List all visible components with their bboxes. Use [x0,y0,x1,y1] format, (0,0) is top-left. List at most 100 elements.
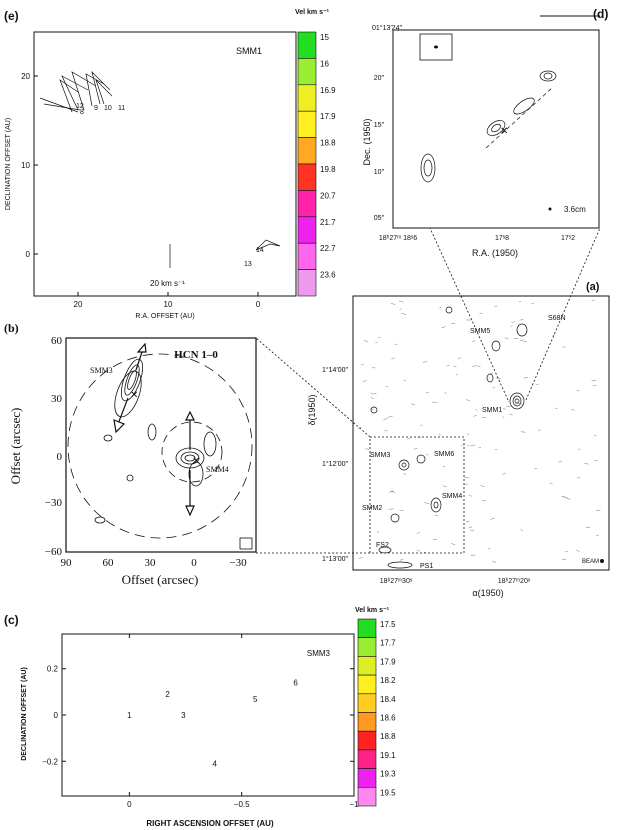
panel-a-noise-88 [504,337,509,339]
panel-c-colorbar-swatch-7 [357,749,377,769]
panel-a-noise-34 [475,409,478,411]
panel-a-noise-17 [422,361,428,363]
panel-a-noise-74 [468,526,473,529]
panel-a-noise-72 [507,400,511,402]
panel-e-spot-8: 8 [80,109,84,116]
panel-a-noise-105 [595,509,601,512]
panel-a-noise [357,299,601,564]
panel-e-vectors [39,70,281,268]
panel-e-spot-9: 9 [94,105,98,112]
panel-a-noise-61 [489,372,494,374]
panel-d-ytick-15: 15″ [374,122,385,129]
panel-b-xtick-60: 60 [103,557,115,569]
panel-a-noise-29 [490,518,495,520]
panel-a-noise-119 [365,448,370,450]
panel-d-xtick-3: 17ˢ2 [561,235,575,242]
panel-a-xlabel: α(1950) [472,588,503,598]
panel-b-contours [67,353,253,550]
panel-d-beam-box [419,33,453,61]
panel-a-noise-83 [464,476,470,479]
connector-lines [255,227,601,554]
panel-a-noise-59 [457,357,461,360]
panel-e: (e) SMM1 DECLINATION OFFSET (AU) R.A. OF… [4,9,336,320]
panel-a-noise-73 [450,543,456,546]
panel-a-noise-40 [487,411,491,413]
panel-b-ytick-m30: −30 [45,497,63,509]
panel-e-colorbar-tick-4: 18.8 [320,139,336,148]
panel-a-noise-25 [388,508,394,510]
panel-e-colorbar-swatch-2 [297,84,317,112]
panel-b-xlabel: Offset (arcsec) [122,572,199,587]
panel-e-xtick-10: 10 [164,300,173,309]
panel-c-spot-6: 6 [293,679,298,688]
panel-a-label: (a) [586,281,600,293]
panel-c-colorbar-tick-6: 18.8 [380,732,396,741]
panel-a-noise-92 [378,337,381,339]
panel-e-colorbar-tick-0: 15 [320,33,329,42]
panel-a-src-smm2: SMM2 [362,505,382,512]
panel-c-xtick-label-2: −1 [349,800,359,809]
panel-a-noise-66 [425,391,429,394]
panel-c-colorbar-tick-7: 19.1 [380,751,396,760]
panel-a-noise-9 [492,386,496,389]
panel-a-noise-112 [417,550,420,552]
panel-e-colorbar: 15 16 16.9 17.9 18.8 19.8 20.7 21.7 22.7 23.6 [297,31,336,297]
panel-a-noise-117 [413,447,418,450]
panel-a-noise-68 [425,454,429,456]
panel-a-noise-129 [496,377,501,379]
panel-a-noise-32 [552,334,556,337]
panel-c-colorbar: 17.5 17.7 17.9 18.2 18.4 18.6 18.8 19.1 19.3 19.5 [357,618,396,807]
panel-a-noise-106 [432,401,437,403]
panel-e-colorbar-tick-3: 17.9 [320,112,336,121]
panel-c-ytick-label-1: 0 [54,711,59,720]
panel-a-noise-128 [442,485,447,487]
panel-a-noise-99 [549,482,553,484]
panel-d: (d) 01°13′24″ Dec. (1950) 20″ 15″ 10″ 05… [362,7,608,258]
panel-a-noise-26 [363,340,369,342]
panel-a-xtick-2: 18ʰ27ᵐ20ˢ [498,578,531,585]
panel-a-src-s68n: S68N [548,315,566,322]
panel-a-noise-55 [577,448,581,451]
panel-a-noise-63 [576,550,580,552]
panel-d-label: (d) [593,7,608,21]
panel-c-colorbar-tick-5: 18.6 [380,714,396,723]
panel-b-src-smm4: SMM4 [206,465,229,474]
panel-b-frame [65,337,257,553]
panel-b-ylabel: Offset (arcsec) [8,408,23,485]
panel-a-noise-115 [518,300,522,303]
panel-a-noise-7 [461,444,466,446]
panel-b: (b) HCN 1–0 Offset (arcsec) Offset (arcs… [4,321,257,587]
panel-e-frame [33,31,297,297]
panel-c-colorbar-swatch-3 [357,674,377,695]
panel-a-noise-48 [370,397,375,400]
panel-c-colorbar-tick-0: 17.5 [380,620,396,629]
panel-c-spots: 1 2 3 4 5 6 [127,679,298,769]
panel-a-beam-label: BEAM [582,559,599,565]
panel-c-axes: 0 −0.5 −1 0.2 0 −0.2 [42,634,359,809]
panel-a-noise-107 [571,409,575,411]
panel-a-noise-39 [466,399,470,402]
panel-c-spot-4: 4 [213,760,218,769]
panel-a-noise-13 [391,357,395,360]
panel-a-noise-60 [389,490,394,493]
panel-a-noise-18 [424,502,430,505]
panel-e-colorbar-tick-6: 20.7 [320,191,336,200]
panel-a-noise-75 [576,389,580,392]
panel-a-src-smm3: SMM3 [370,452,390,459]
panel-a-noise-76 [370,392,374,395]
panel-a-noise-11 [416,532,421,534]
panel-a-noise-28 [399,308,402,311]
panel-a-noise-21 [410,403,416,405]
panel-a-noise-95 [577,477,581,479]
panel-b-xtick-30: 30 [145,557,157,569]
panel-d-ytick-05: 05″ [374,215,385,222]
panel-a-noise-77 [558,460,563,463]
panel-e-colorbar-tick-2: 16.9 [320,86,336,95]
panel-e-colorbar-swatch-9 [297,269,317,297]
panel-a: (a) δ(1950) 1°14′00″ 1°12′00″ 1°13′00″ 1… [307,281,610,598]
panel-c-spot-2: 2 [165,690,170,699]
panel-a-noise-43 [480,485,485,488]
panel-a-noise-84 [399,300,404,303]
panel-a-noise-49 [520,339,525,341]
panel-d-y-header: 01°13′24″ [372,24,402,32]
